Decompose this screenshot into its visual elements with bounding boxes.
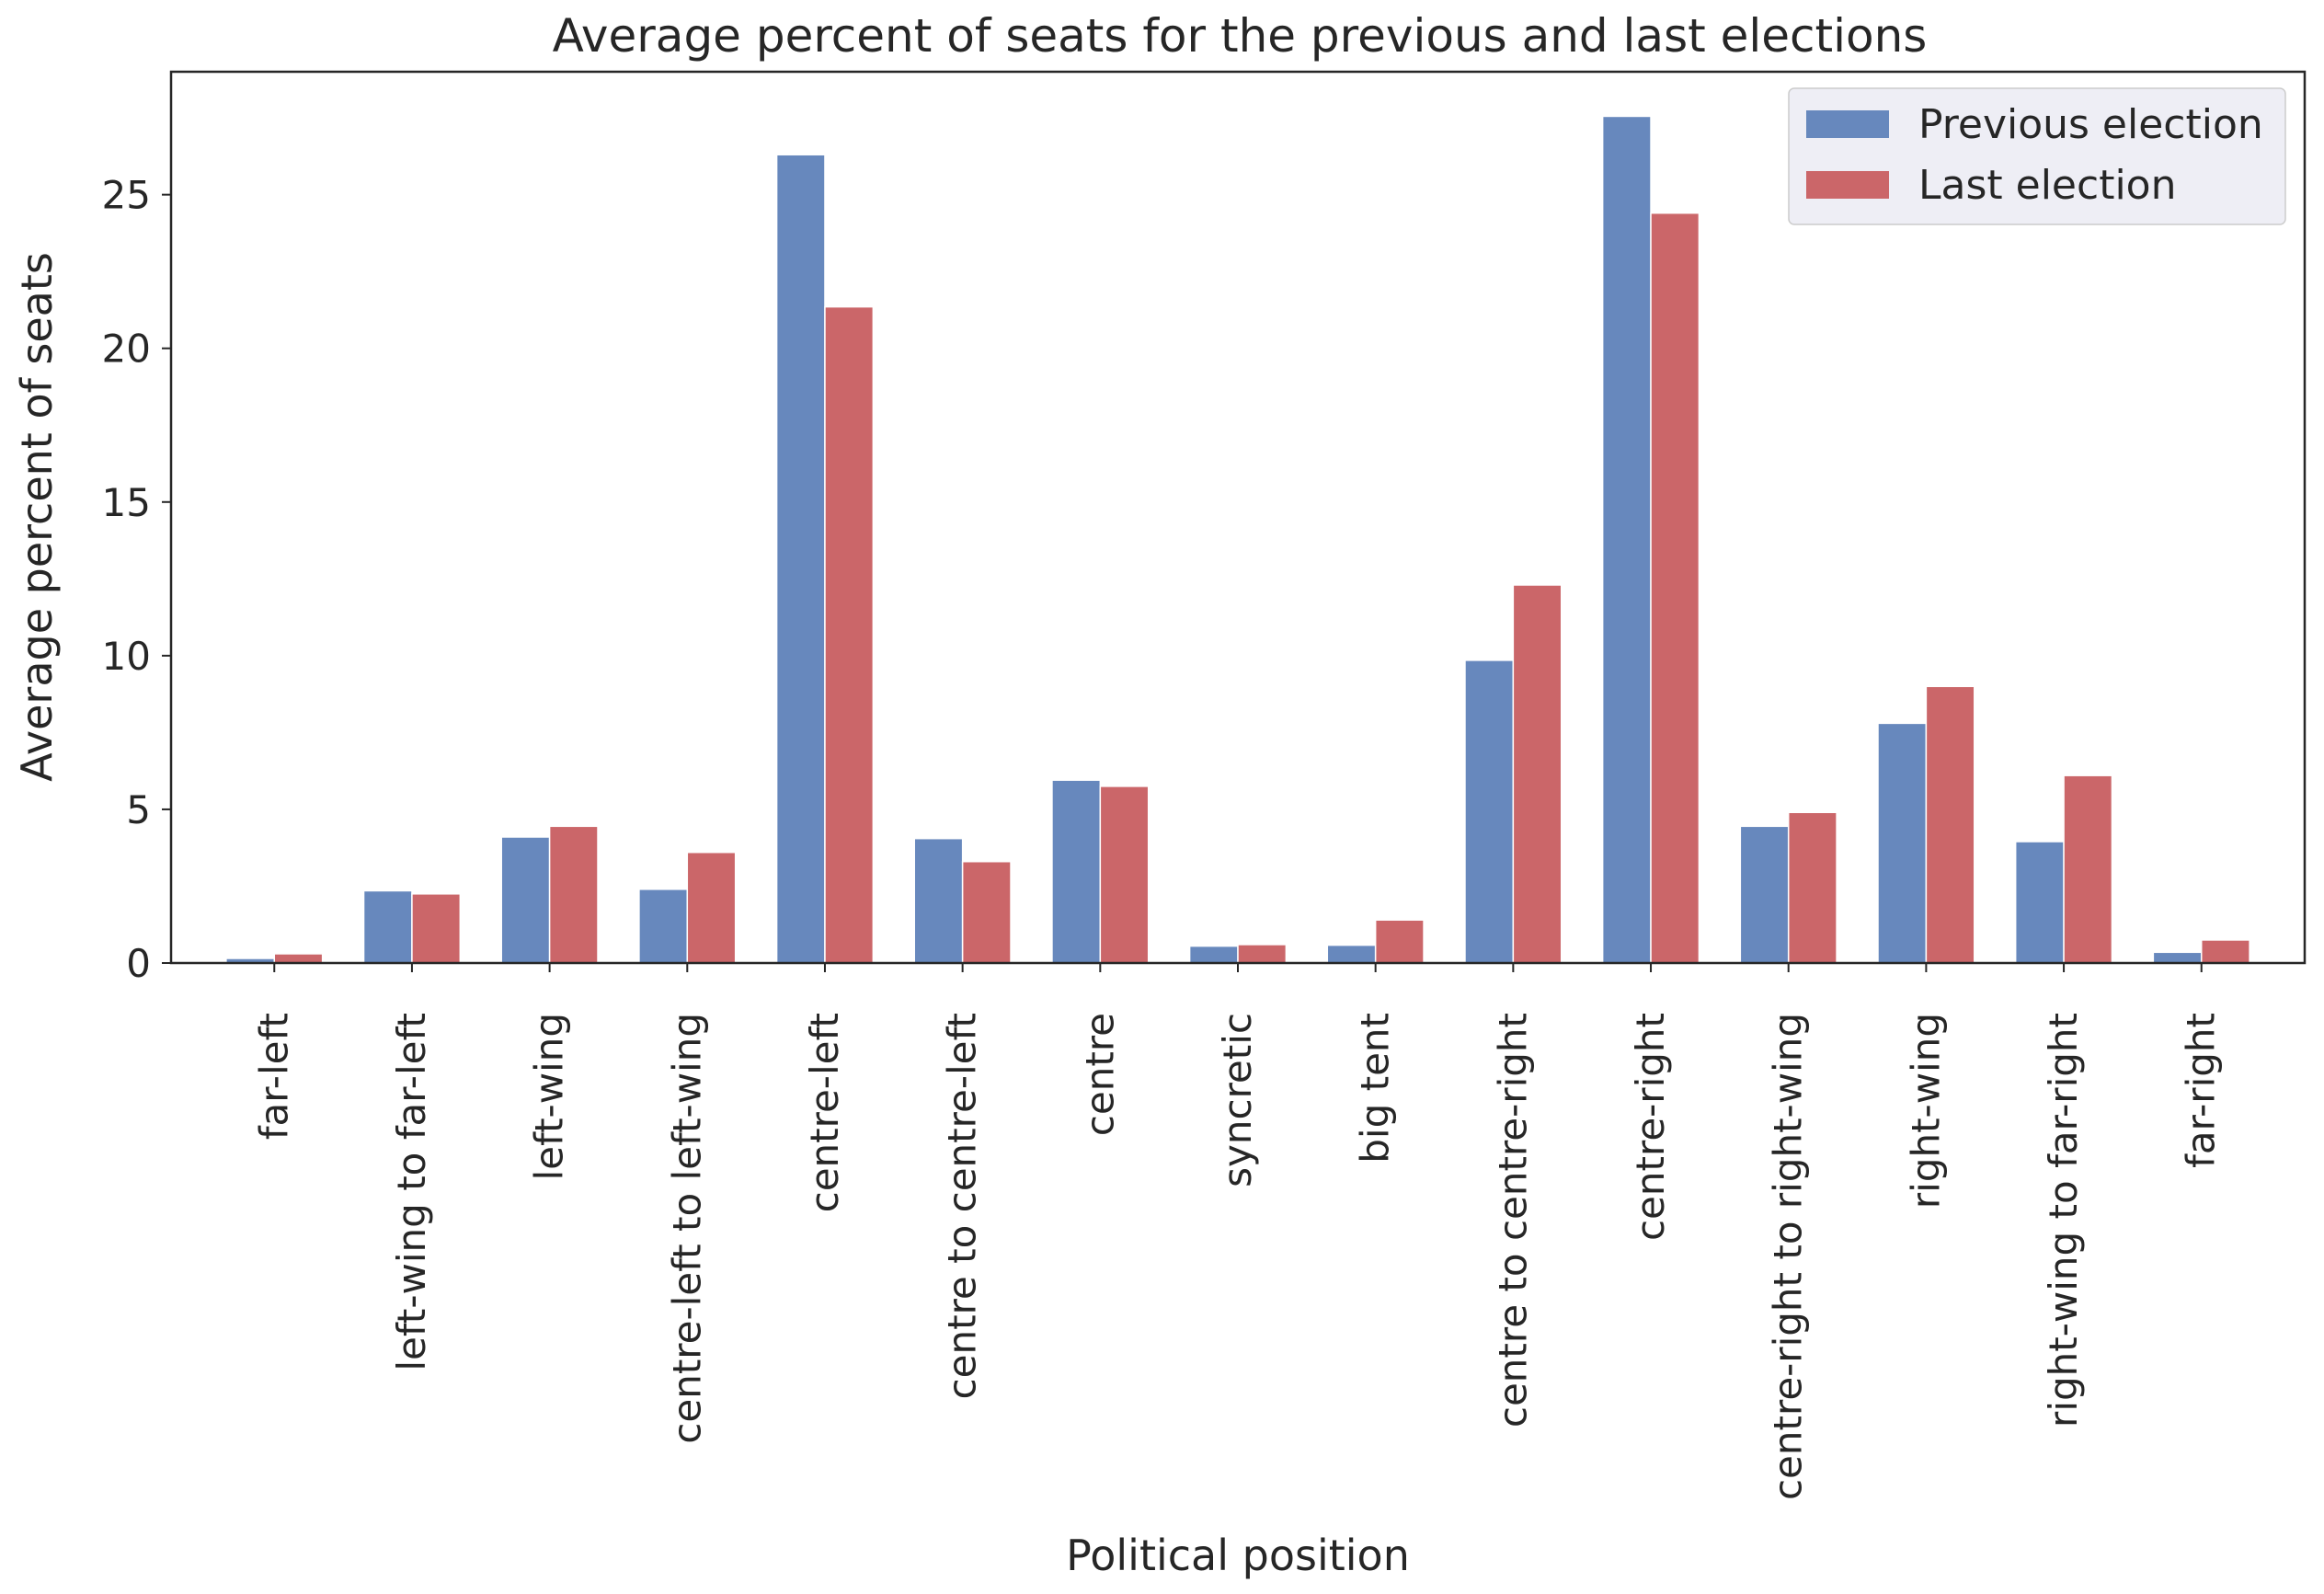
bar-previous-4 — [775, 154, 826, 964]
bar-last-13 — [2063, 774, 2113, 964]
bar-last-3 — [686, 851, 737, 964]
chart-title: Average percent of seats for the previou… — [553, 9, 1928, 63]
bar-previous-1 — [362, 889, 413, 964]
bar-last-1 — [411, 893, 462, 964]
legend: Previous election Last election — [1788, 87, 2286, 225]
x-tick-label-1: left-wing to far-left — [389, 1013, 434, 1371]
bar-previous-9 — [1464, 659, 1515, 964]
y-tick-label-0: 0 — [126, 941, 151, 986]
bar-last-4 — [824, 305, 875, 964]
x-tick-label-5: centre to centre-left — [940, 1013, 985, 1399]
y-tick-label-4: 20 — [102, 327, 151, 372]
bar-previous-10 — [1601, 115, 1652, 964]
y-tick-label-3: 15 — [102, 480, 151, 525]
bar-previous-8 — [1326, 944, 1377, 964]
bar-last-11 — [1787, 811, 1837, 964]
x-tick-label-8: big tent — [1353, 1013, 1398, 1164]
bar-previous-2 — [500, 836, 551, 964]
bars-group — [225, 115, 2250, 964]
bar-last-5 — [961, 860, 1012, 964]
x-tick-label-3: centre-left to left-wing — [664, 1013, 709, 1444]
bar-previous-12 — [1877, 722, 1928, 964]
bar-last-7 — [1237, 944, 1288, 964]
x-tick-label-13: right-wing to far-right — [2041, 1013, 2086, 1428]
x-tick-label-7: syncretic — [1215, 1013, 1260, 1187]
x-tick-label-2: left-wing — [527, 1013, 572, 1180]
bar-previous-7 — [1188, 945, 1239, 964]
x-ticks-group: far-left left-wing to far-left left-wing ce… — [251, 963, 2224, 1500]
bar-previous-3 — [638, 889, 689, 964]
x-tick-label-0: far-left — [251, 1013, 296, 1140]
y-tick-label-1: 5 — [126, 787, 151, 832]
x-tick-label-4: centre-left — [802, 1013, 847, 1212]
bar-previous-6 — [1051, 779, 1102, 964]
legend-swatch-previous — [1806, 110, 1889, 138]
y-ticks-group: 0 5 10 15 20 25 — [102, 173, 171, 986]
legend-label-last: Last election — [1918, 162, 2176, 209]
bar-previous-14 — [2152, 951, 2203, 964]
legend-label-previous: Previous election — [1918, 101, 2263, 148]
y-tick-label-5: 25 — [102, 173, 151, 218]
bar-previous-11 — [1739, 825, 1790, 964]
bar-last-8 — [1374, 919, 1425, 964]
y-axis-label: Average percent of seats — [12, 252, 62, 782]
x-tick-label-10: centre-right — [1628, 1013, 1673, 1241]
bar-last-0 — [273, 953, 324, 964]
bar-last-10 — [1650, 212, 1700, 964]
bar-last-14 — [2200, 939, 2250, 964]
bar-last-12 — [1925, 685, 1975, 964]
legend-swatch-last — [1806, 171, 1889, 199]
x-tick-label-11: centre-right to right-wing — [1766, 1013, 1811, 1500]
bar-previous-5 — [913, 837, 964, 964]
x-tick-label-12: right-wing — [1903, 1013, 1948, 1209]
x-tick-label-6: centre — [1077, 1013, 1122, 1136]
legend-frame — [1788, 87, 2286, 225]
x-axis-label: Political position — [1066, 1531, 1410, 1580]
x-tick-label-9: centre to centre-right — [1490, 1013, 1535, 1428]
bar-last-2 — [548, 825, 599, 964]
bar-previous-13 — [2014, 841, 2065, 964]
bar-last-9 — [1512, 584, 1563, 964]
y-tick-label-2: 10 — [102, 634, 151, 679]
bar-last-6 — [1099, 786, 1150, 964]
x-tick-label-14: far-right — [2179, 1013, 2224, 1168]
